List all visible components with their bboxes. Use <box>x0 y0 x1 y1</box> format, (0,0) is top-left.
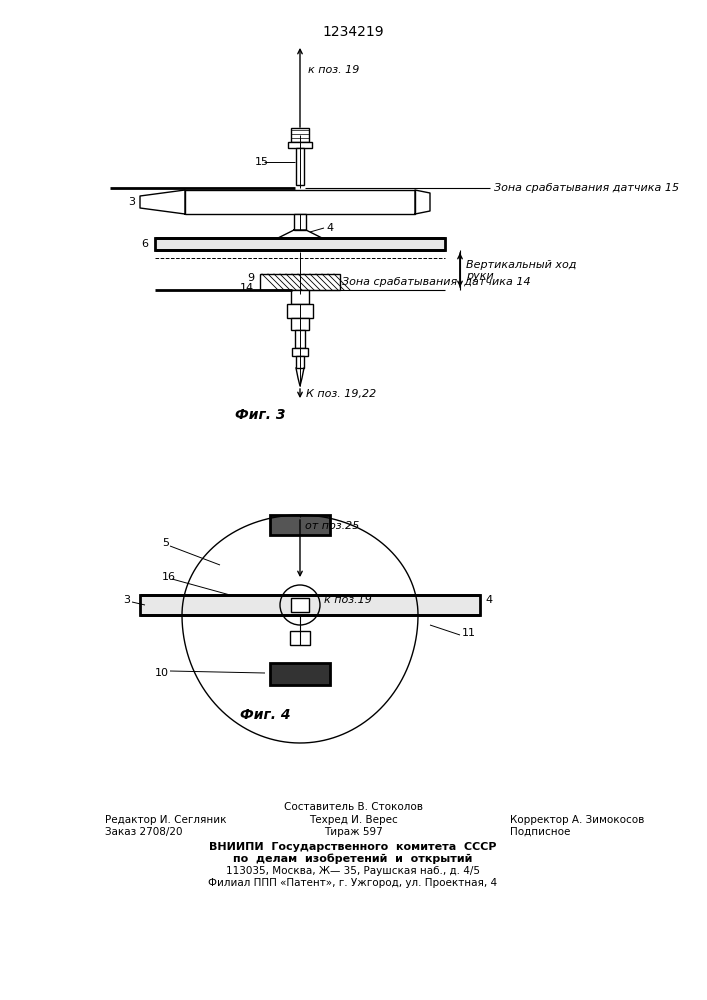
Bar <box>292 348 308 356</box>
Bar <box>291 290 309 304</box>
Text: к поз.19: к поз.19 <box>324 595 372 605</box>
Text: Филиал ППП «Патент», г. Ужгород, ул. Проектная, 4: Филиал ППП «Патент», г. Ужгород, ул. Про… <box>209 878 498 888</box>
Bar <box>291 598 309 612</box>
Bar <box>290 631 310 645</box>
Text: Вертикальный ход: Вертикальный ход <box>466 260 576 270</box>
Text: Зона срабатывания датчика 15: Зона срабатывания датчика 15 <box>494 183 679 193</box>
Bar <box>270 663 330 685</box>
Text: 1234219: 1234219 <box>322 25 384 39</box>
Text: Редактор И. Сегляник: Редактор И. Сегляник <box>105 815 226 825</box>
Text: 14: 14 <box>240 283 254 293</box>
Bar <box>185 190 415 214</box>
Bar <box>291 128 309 142</box>
Bar <box>288 142 312 148</box>
Text: по  делам  изобретений  и  открытий: по делам изобретений и открытий <box>233 854 473 864</box>
Bar <box>260 274 340 290</box>
Text: 11: 11 <box>462 628 476 638</box>
Text: 5: 5 <box>162 538 169 548</box>
Text: от поз.25: от поз.25 <box>305 521 359 531</box>
Bar <box>270 515 330 535</box>
Text: 113035, Москва, Ж— 35, Раушская наб., д. 4/5: 113035, Москва, Ж— 35, Раушская наб., д.… <box>226 866 480 876</box>
Text: к поз. 19: к поз. 19 <box>308 65 359 75</box>
Text: руки: руки <box>466 271 493 281</box>
Bar <box>140 595 480 615</box>
Text: Фиг. 3: Фиг. 3 <box>235 408 285 422</box>
Text: Техред И. Верес: Техред И. Верес <box>309 815 397 825</box>
Text: 3: 3 <box>123 595 130 605</box>
Text: 4: 4 <box>485 595 492 605</box>
Bar <box>155 238 445 250</box>
Bar <box>294 214 306 230</box>
Text: 9: 9 <box>247 273 254 283</box>
Text: Составитель В. Стоколов: Составитель В. Стоколов <box>284 802 423 812</box>
Text: Фиг. 4: Фиг. 4 <box>240 708 291 722</box>
Text: 15: 15 <box>255 157 269 167</box>
Text: ВНИИПИ  Государственного  комитета  СССР: ВНИИПИ Государственного комитета СССР <box>209 842 497 852</box>
Text: Корректор А. Зимокосов: Корректор А. Зимокосов <box>510 815 644 825</box>
Text: 16: 16 <box>162 572 176 582</box>
Text: Подписное: Подписное <box>510 827 571 837</box>
Bar <box>295 330 305 348</box>
Text: 10: 10 <box>155 668 169 678</box>
Bar <box>291 318 309 330</box>
Text: Тираж 597: Тираж 597 <box>324 827 382 837</box>
Text: К поз. 19,22: К поз. 19,22 <box>306 389 376 399</box>
Bar <box>296 148 304 185</box>
Text: Зона срабатывания  датчика 14: Зона срабатывания датчика 14 <box>342 277 531 287</box>
Text: 6: 6 <box>141 239 148 249</box>
Text: 4: 4 <box>326 223 333 233</box>
Text: 3: 3 <box>128 197 135 207</box>
Bar <box>296 356 304 368</box>
Text: Заказ 2708/20: Заказ 2708/20 <box>105 827 182 837</box>
Bar <box>287 304 313 318</box>
